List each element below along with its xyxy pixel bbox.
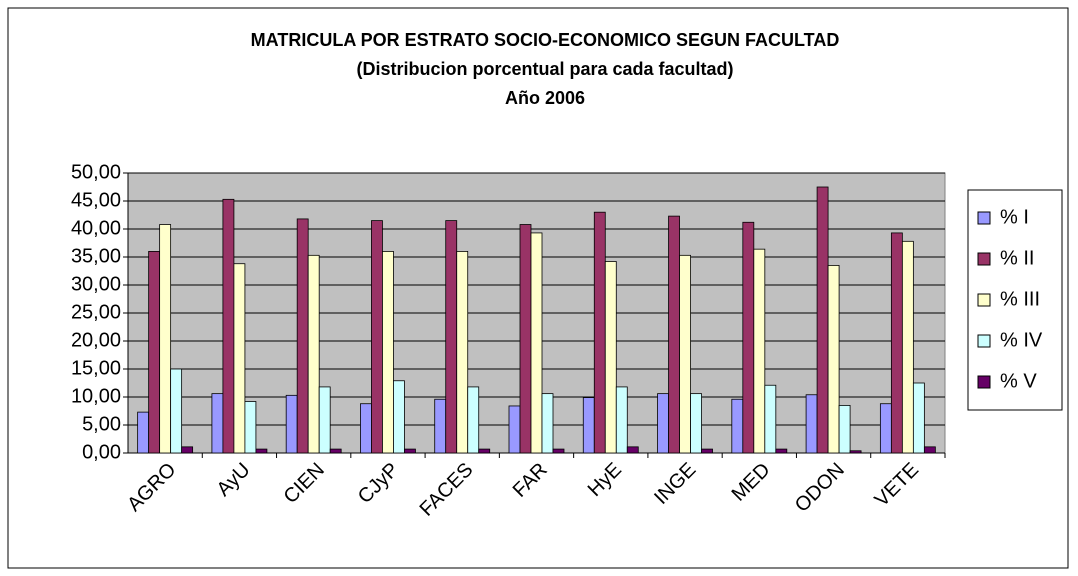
legend-label: % V (1000, 370, 1037, 392)
bar (731, 398, 744, 454)
bar (329, 448, 342, 454)
bar (478, 448, 491, 454)
legend-swatch (977, 211, 991, 225)
bar (137, 411, 150, 454)
legend-label: % I (1000, 206, 1029, 228)
bar (255, 448, 268, 454)
y-tick-label: 5,00 (82, 413, 121, 435)
chart-title: MATRICULA POR ESTRATO SOCIO-ECONOMICO SE… (251, 30, 840, 50)
bar (849, 450, 862, 454)
bar (626, 446, 639, 454)
y-tick-label: 35,00 (71, 245, 121, 267)
bar (879, 403, 892, 454)
y-tick-label: 50,00 (71, 161, 121, 183)
legend-label: % III (1000, 288, 1040, 310)
bar (233, 263, 246, 454)
y-tick-label: 10,00 (71, 385, 121, 407)
bar (582, 397, 595, 454)
bar (679, 254, 691, 454)
bar (360, 403, 372, 454)
chart-title: (Distribucion porcentual para cada facul… (356, 59, 733, 79)
bar (593, 211, 606, 454)
bar (805, 394, 818, 454)
bar (445, 220, 458, 454)
bar (657, 393, 669, 454)
bar (467, 386, 480, 454)
bar (701, 448, 713, 454)
bar (552, 448, 565, 454)
bar (912, 382, 925, 454)
bar (285, 394, 298, 454)
y-tick-label: 0,00 (82, 441, 121, 463)
bar (742, 221, 755, 454)
bar (211, 393, 224, 454)
bar (890, 232, 903, 454)
bar (371, 220, 383, 454)
bar (530, 232, 543, 454)
bar (508, 405, 521, 454)
bar (434, 398, 447, 454)
y-tick-label: 45,00 (71, 189, 121, 211)
legend-label: % II (1000, 247, 1034, 269)
bar (838, 404, 851, 454)
bar (382, 250, 394, 454)
legend-swatch (977, 334, 991, 348)
bar (222, 198, 235, 454)
y-tick-label: 25,00 (71, 301, 121, 323)
bar (753, 248, 766, 454)
bar (615, 386, 628, 454)
bar (244, 401, 257, 454)
y-tick-label: 40,00 (71, 217, 121, 239)
bar (764, 384, 777, 454)
bar (775, 448, 788, 454)
bar (318, 386, 331, 454)
y-tick-label: 30,00 (71, 273, 121, 295)
bar (604, 261, 617, 454)
bar (816, 186, 829, 454)
bar (296, 218, 309, 454)
legend-swatch (977, 293, 991, 307)
bar (148, 250, 161, 454)
bar (307, 254, 320, 454)
bar (541, 393, 554, 454)
bar (159, 224, 172, 454)
bar (827, 264, 840, 454)
legend-label: % IV (1000, 329, 1043, 351)
bar (456, 250, 469, 454)
bar (181, 446, 194, 454)
bar (519, 224, 532, 454)
y-tick-label: 15,00 (71, 357, 121, 379)
legend-swatch (977, 375, 991, 389)
bar (901, 240, 914, 454)
bar (690, 393, 702, 454)
bar (393, 380, 405, 454)
chart-title: Año 2006 (505, 88, 585, 108)
bar (923, 446, 936, 454)
y-tick-label: 20,00 (71, 329, 121, 351)
bar (668, 215, 680, 454)
bar (404, 448, 416, 454)
bar (170, 368, 183, 454)
legend-swatch (977, 252, 991, 266)
